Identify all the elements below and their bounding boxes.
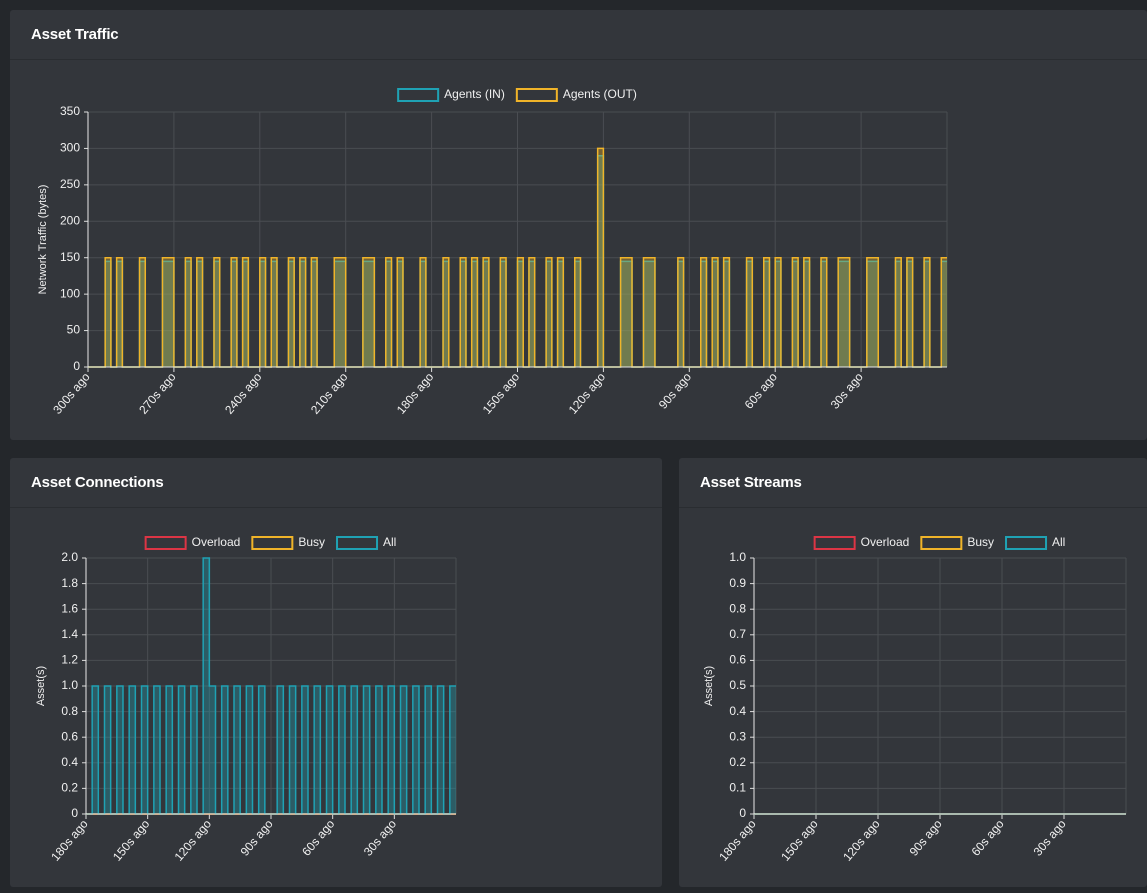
y-tick-label: 0.8 xyxy=(61,704,78,718)
legend-swatch xyxy=(920,536,963,550)
legend-label: Overload xyxy=(192,535,241,549)
y-axis-label: Network Traffic (bytes) xyxy=(37,185,49,295)
y-tick-label: 300 xyxy=(60,141,80,155)
y-tick-label: 1.4 xyxy=(61,627,78,641)
y-tick-label: 0 xyxy=(739,806,746,820)
x-tick-label: 240s ago xyxy=(222,370,265,417)
legend-swatch xyxy=(515,88,558,102)
x-tick-label: 120s ago xyxy=(566,370,609,417)
x-tick-label: 180s ago xyxy=(394,370,437,417)
legend-label: Busy xyxy=(298,535,325,549)
x-tick-label: 300s ago xyxy=(50,370,93,417)
legend-label: Agents (IN) xyxy=(444,87,505,101)
legend-label: All xyxy=(383,535,396,549)
legend-label: All xyxy=(1052,535,1065,549)
y-tick-label: 0 xyxy=(73,359,80,373)
y-tick-label: 100 xyxy=(60,286,80,300)
y-tick-label: 0.4 xyxy=(61,755,78,769)
chart: 0 0.2 0.4 0.6 0.8 1.0 1.2 1.4 1.6 1.8 2.0 180s ago 1… xyxy=(35,535,457,864)
x-tick-label: 60s ago xyxy=(742,370,780,412)
x-tick-label: 150s ago xyxy=(110,817,153,864)
x-tick-label: 180s ago xyxy=(48,817,91,864)
x-tick-label: 90s ago xyxy=(238,817,276,859)
y-tick-label: 250 xyxy=(60,177,80,191)
chart: 0 50 100 150 200 250 300 350 300s ago 270s ago 240… xyxy=(37,87,948,417)
y-tick-label: 0.6 xyxy=(729,653,746,667)
y-tick-label: 200 xyxy=(60,213,80,227)
legend-swatch xyxy=(144,536,187,550)
legend-swatch xyxy=(1005,536,1048,550)
y-axis-label: Asset(s) xyxy=(35,666,47,706)
y-tick-label: 0.3 xyxy=(729,729,746,743)
x-tick-label: 150s ago xyxy=(778,817,821,864)
y-tick-label: 350 xyxy=(60,104,80,118)
y-tick-label: 0.9 xyxy=(729,576,746,590)
x-tick-label: 270s ago xyxy=(136,370,179,417)
legend-label: Agents (OUT) xyxy=(563,87,637,101)
panel-title: Asset Connections xyxy=(10,458,662,508)
x-tick-label: 210s ago xyxy=(308,370,351,417)
y-tick-label: 1.0 xyxy=(729,550,746,564)
x-tick-label: 60s ago xyxy=(299,817,337,859)
y-tick-label: 1.8 xyxy=(61,576,78,590)
streams-panel: Asset Streams 0 0.1 0.2 0.3 0.4 0.5 0.6 0.7 0.8 0… xyxy=(679,458,1147,887)
x-tick-label: 60s ago xyxy=(969,817,1007,859)
x-tick-label: 30s ago xyxy=(361,817,399,859)
x-tick-label: 120s ago xyxy=(840,817,883,864)
y-tick-label: 0.1 xyxy=(729,781,746,795)
legend: Overload Busy All xyxy=(813,535,1065,550)
legend-label: Overload xyxy=(861,535,910,549)
y-tick-label: 1.6 xyxy=(61,601,78,615)
y-tick-label: 50 xyxy=(67,323,81,337)
panel-title: Asset Streams xyxy=(679,458,1147,508)
y-tick-label: 2.0 xyxy=(61,550,78,564)
x-tick-label: 90s ago xyxy=(907,817,945,859)
y-axis-label: Asset(s) xyxy=(703,666,715,706)
legend-swatch xyxy=(336,536,379,550)
traffic-panel: Asset Traffic 0 50 100 150 200 250 300 350 300s … xyxy=(10,10,1147,440)
x-tick-label: 30s ago xyxy=(828,370,866,412)
y-tick-label: 1.0 xyxy=(61,678,78,692)
y-tick-label: 0.5 xyxy=(729,678,746,692)
y-tick-label: 0 xyxy=(71,806,78,820)
chart: 0 0.1 0.2 0.3 0.4 0.5 0.6 0.7 0.8 0.9 1.0 180s ago 1… xyxy=(703,535,1127,864)
y-tick-label: 0.2 xyxy=(729,755,746,769)
x-tick-label: 150s ago xyxy=(480,370,523,417)
y-tick-label: 0.7 xyxy=(729,627,746,641)
panel-title: Asset Traffic xyxy=(10,10,1147,60)
legend-swatch xyxy=(813,536,856,550)
x-tick-label: 30s ago xyxy=(1031,817,1069,859)
legend-swatch xyxy=(397,88,440,102)
y-tick-label: 150 xyxy=(60,250,80,264)
x-tick-label: 180s ago xyxy=(716,817,759,864)
legend: Overload Busy All xyxy=(144,535,396,550)
y-tick-label: 0.2 xyxy=(61,781,78,795)
legend-label: Busy xyxy=(967,535,994,549)
x-tick-label: 90s ago xyxy=(656,370,694,412)
legend-swatch xyxy=(251,536,294,550)
y-tick-label: 1.2 xyxy=(61,653,78,667)
legend: Agents (IN) Agents (OUT) xyxy=(397,87,637,102)
y-tick-label: 0.4 xyxy=(729,704,746,718)
y-tick-label: 0.8 xyxy=(729,601,746,615)
y-tick-label: 0.6 xyxy=(61,729,78,743)
connections-panel: Asset Connections 0 0.2 0.4 0.6 0.8 1.0 1.2 1.4… xyxy=(10,458,662,887)
x-tick-label: 120s ago xyxy=(172,817,215,864)
